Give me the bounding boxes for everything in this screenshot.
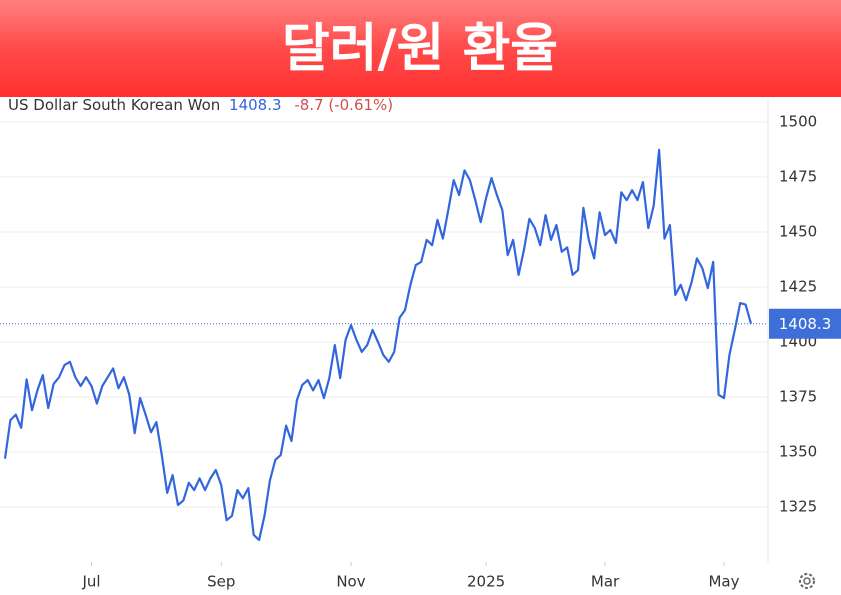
x-tick-label: Nov (336, 573, 365, 591)
y-tick-label: 1325 (779, 498, 817, 516)
legend-price: 1408.3 (229, 96, 282, 114)
y-tick-label: 1475 (779, 168, 817, 186)
y-tick-label: 1375 (779, 388, 817, 406)
y-tick-label: 1350 (779, 443, 817, 461)
x-tick-label: May (708, 573, 739, 591)
chart-title: 달러/원 환율 (282, 19, 558, 79)
legend-name: US Dollar South Korean Won (8, 96, 220, 114)
x-tick-label: Sep (207, 573, 235, 591)
x-tick-label: Jul (81, 573, 100, 591)
y-tick-label: 1450 (779, 223, 817, 241)
gear-hub[interactable] (803, 577, 811, 585)
y-tick-label: 1500 (779, 113, 817, 131)
current-price-box (769, 308, 841, 339)
legend-change: -8.7 (-0.61%) (294, 96, 393, 114)
x-tick-label: Mar (591, 573, 620, 591)
y-tick-label: 1425 (779, 278, 817, 296)
legend: US Dollar South Korean Won 1408.3 -8.7 (… (8, 96, 393, 114)
gear[interactable] (799, 573, 815, 589)
plot (0, 100, 769, 566)
x-tick-label: 2025 (467, 573, 505, 591)
settings-icon[interactable] (799, 573, 815, 589)
title-banner (0, 0, 841, 97)
price-line (3, 148, 753, 542)
current-price-label: 1408.3 (779, 315, 832, 333)
